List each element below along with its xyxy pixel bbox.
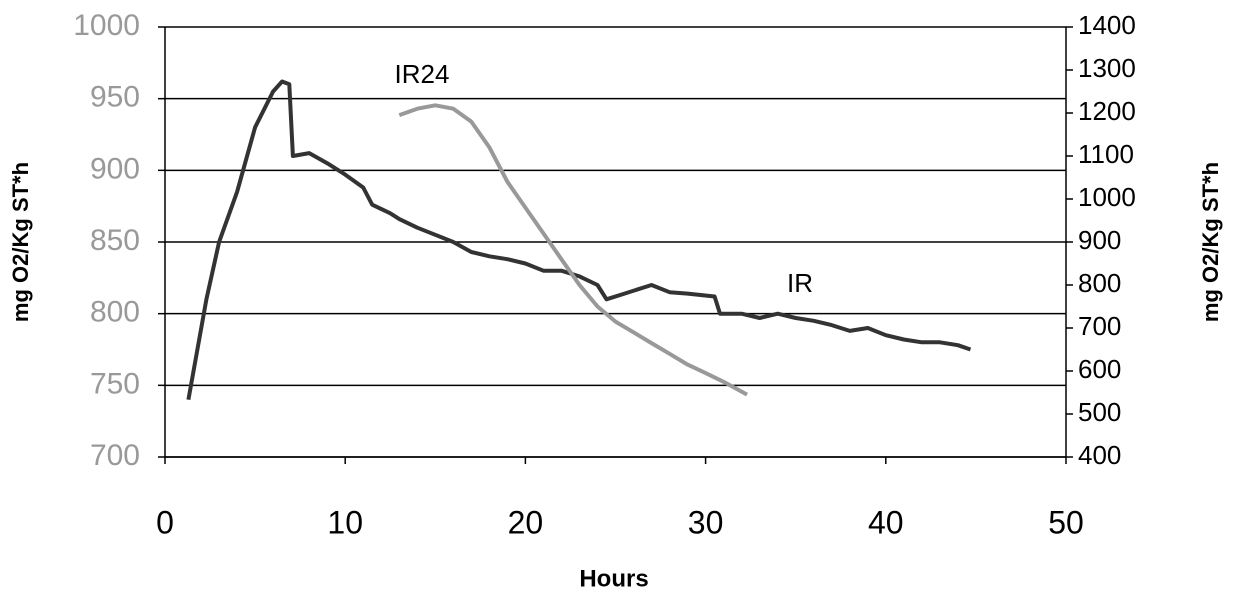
x-tick-label: 20	[508, 504, 544, 540]
x-axis-title: Hours	[579, 565, 648, 592]
y2-tick-label: 900	[1078, 225, 1121, 255]
y-axis-title: mg O2/Kg ST*h	[8, 162, 33, 322]
y-tick-label: 750	[90, 367, 140, 400]
x-tick-label: 10	[327, 504, 363, 540]
x-tick-label: 40	[868, 504, 904, 540]
y2-tick-label: 1000	[1078, 182, 1136, 212]
y-tick-label: 1000	[73, 9, 140, 42]
series-line	[186, 79, 972, 401]
x-tick-label: 0	[156, 504, 174, 540]
series-label: IR24	[395, 59, 450, 89]
y2-tick-label: 800	[1078, 268, 1121, 298]
y-tick-label: 700	[90, 439, 140, 472]
y-tick-label: 850	[90, 224, 140, 257]
y2-tick-label: 700	[1078, 311, 1121, 341]
y2-tick-label: 500	[1078, 397, 1121, 427]
y2-tick-label: 1400	[1078, 10, 1136, 40]
x-tick-label: 30	[688, 504, 724, 540]
series-line	[398, 103, 748, 397]
x-tick-label: 50	[1048, 504, 1084, 540]
series-label: IR	[787, 268, 813, 298]
y2-tick-label: 1100	[1078, 139, 1134, 169]
y2-tick-label: 1200	[1078, 96, 1136, 126]
y2-tick-label: 600	[1078, 354, 1121, 384]
y-tick-label: 800	[90, 296, 140, 329]
y2-axis-title: mg O2/Kg ST*h	[1198, 162, 1223, 322]
y-tick-label: 950	[90, 81, 140, 114]
y2-tick-label: 1300	[1078, 53, 1136, 83]
y-tick-label: 900	[90, 152, 140, 185]
y2-tick-label: 400	[1078, 440, 1121, 470]
